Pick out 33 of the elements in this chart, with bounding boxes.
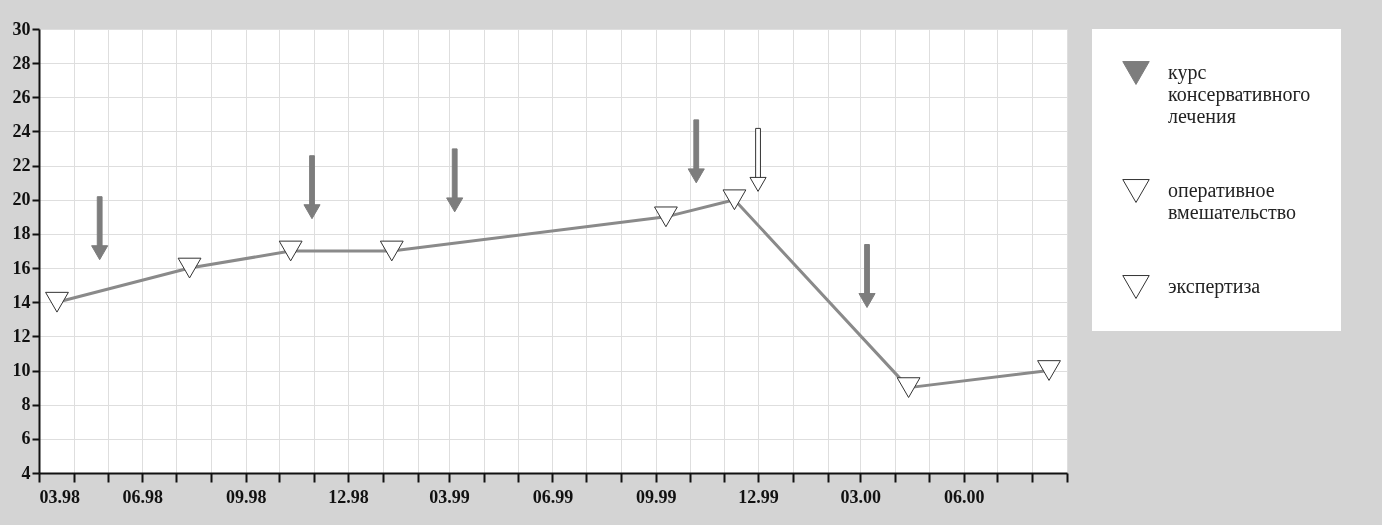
y-tick-label: 30 — [12, 18, 31, 39]
y-tick-label: 18 — [12, 223, 31, 244]
x-tick-label: 12.99 — [738, 486, 779, 507]
point — [687, 168, 705, 184]
y-tick-label: 14 — [12, 291, 31, 312]
y-tick-label: 16 — [12, 257, 31, 278]
point — [446, 197, 464, 213]
x-tick-label: 09.98 — [225, 486, 267, 507]
x-tick-label: 06.98 — [122, 486, 164, 507]
x-tick-label: 06.99 — [532, 486, 574, 507]
y-tick-label: 22 — [12, 155, 31, 176]
y-tick-label: 8 — [21, 394, 31, 415]
point — [91, 245, 109, 261]
x-tick-label: 06.00 — [943, 486, 985, 507]
y-tick-label: 10 — [12, 360, 31, 381]
point — [858, 293, 876, 309]
y-tick-label: 20 — [12, 189, 31, 210]
legend-label: курс консервативного лечения — [1168, 61, 1311, 127]
legend-label: оперативное вмешательство — [1168, 179, 1297, 223]
x-tick-label: 03.98 — [39, 486, 80, 507]
point — [749, 176, 767, 192]
y-tick-label: 12 — [12, 325, 31, 346]
y-tick-label: 26 — [12, 86, 31, 107]
point — [303, 204, 321, 220]
x-tick-label: 09.99 — [636, 486, 677, 507]
y-tick-label: 4 — [21, 462, 31, 483]
y-tick-label: 24 — [12, 120, 31, 141]
legend-label: экспертиза — [1168, 275, 1261, 298]
y-tick-label: 6 — [21, 428, 31, 449]
x-tick-label: 03.00 — [840, 486, 882, 507]
x-tick-label: 12.98 — [328, 486, 369, 507]
x-tick-label: 03.99 — [429, 486, 470, 507]
y-tick-label: 28 — [12, 52, 31, 73]
